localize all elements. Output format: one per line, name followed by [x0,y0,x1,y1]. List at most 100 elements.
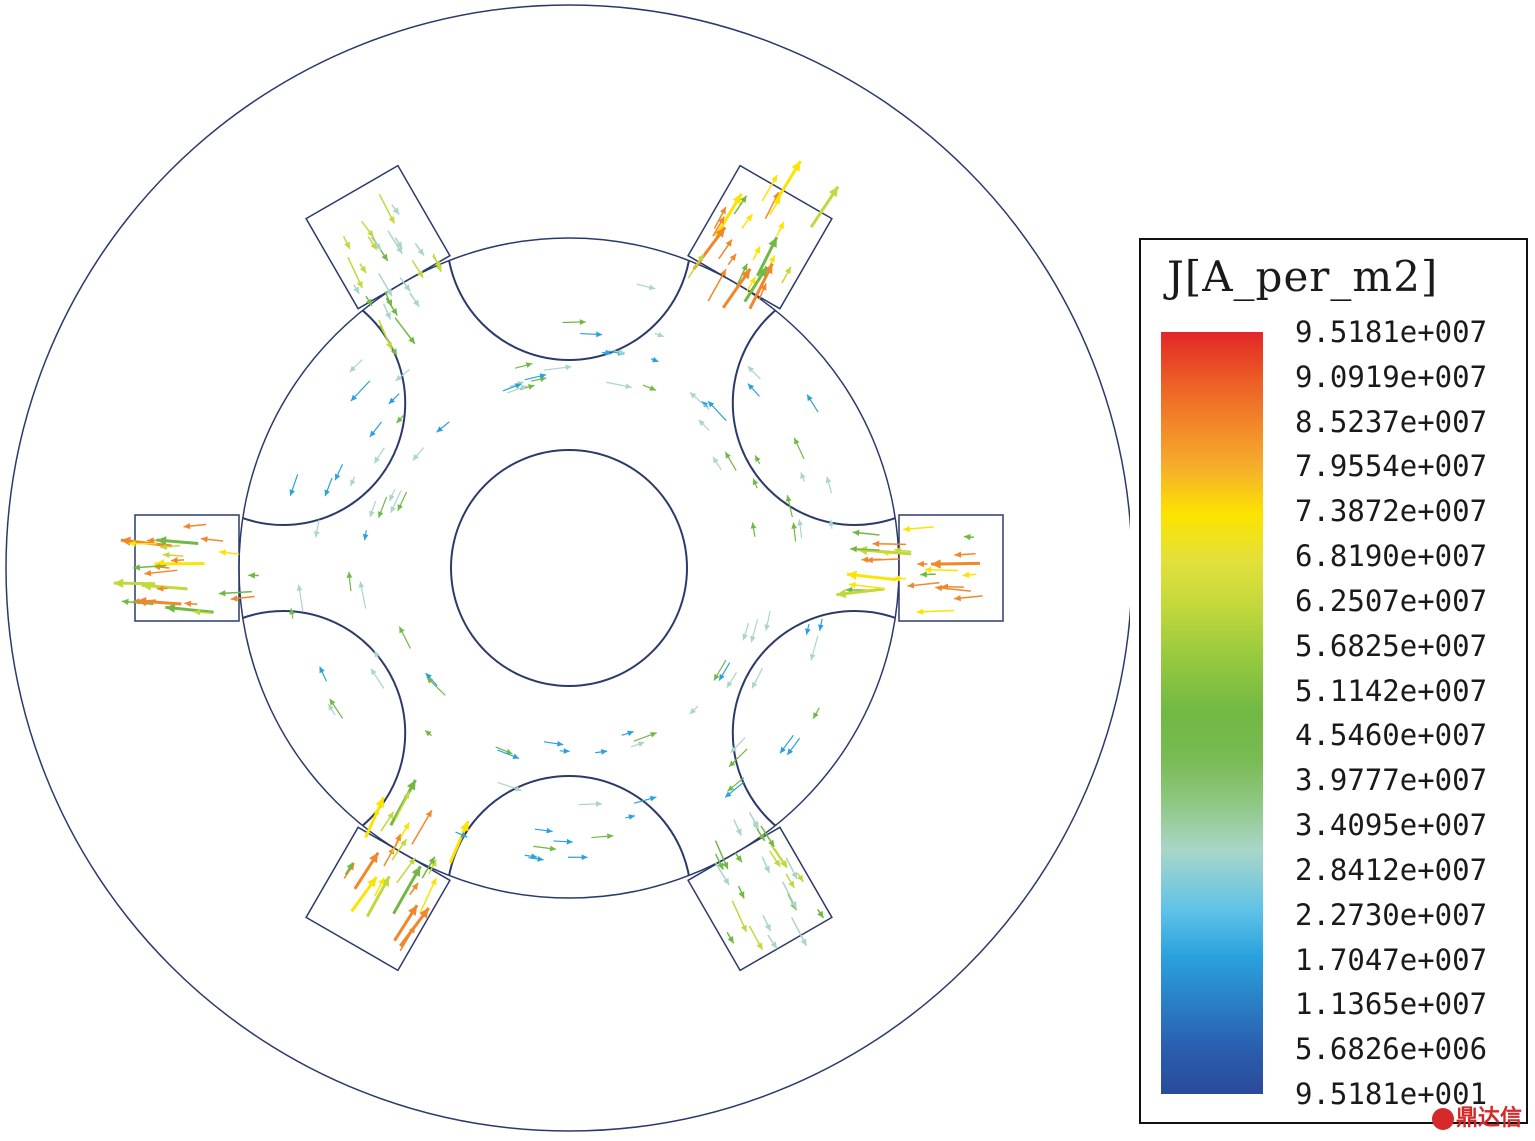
current-vector [650,356,659,363]
current-vector [762,914,772,932]
current-vector [396,857,416,884]
current-vector [528,856,544,862]
current-vector [636,283,656,291]
current-vector [448,820,470,864]
current-vector [128,540,157,547]
current-vector [761,856,771,874]
current-vector [907,582,940,589]
current-vector [727,253,737,266]
current-vector [861,556,882,563]
current-vector [398,626,412,649]
current-vector [370,236,382,251]
current-vector [184,600,198,607]
current-vector [751,667,764,689]
legend-label: 1.7047e+007 [1295,942,1488,977]
current-vector [399,277,411,292]
current-vector [373,447,385,464]
current-vector [724,451,737,471]
current-vector [384,291,393,307]
current-vector [748,263,774,310]
current-vector [917,560,928,568]
current-vector [383,303,392,320]
current-vector [796,872,805,883]
slot-outline [305,164,451,310]
current-vector [230,595,255,602]
current-vector [812,707,820,720]
current-vector [397,491,408,511]
current-vector [165,603,214,614]
current-vector [289,474,299,497]
current-vector [170,557,185,564]
current-vector [752,478,759,489]
current-vector [365,807,380,836]
current-vector [553,838,573,845]
current-vector [776,221,785,237]
current-vector [713,206,727,230]
current-vector [809,185,840,229]
legend-label: 5.6825e+007 [1295,628,1488,663]
current-vector [367,236,378,251]
current-vector [872,540,907,548]
current-vector [689,391,710,411]
current-vector [369,421,383,438]
current-vector [726,931,735,944]
legend-label: 9.5181e+007 [1295,315,1488,349]
current-vector [218,590,252,597]
color-legend: J[A_per_m2] 9.5181e+007 9.0919e+007 8.5237… [1139,238,1528,1124]
current-vector [200,536,224,543]
current-vector [825,476,833,494]
current-vector [344,862,354,875]
current-vector [162,551,184,559]
watermark: 鼎达信 [1432,1100,1522,1132]
current-vector [850,545,880,553]
current-vector [954,594,983,602]
current-vector [515,362,533,369]
current-vector [707,400,727,421]
current-vector [193,609,212,616]
current-vector [800,472,806,482]
current-vector [852,529,880,537]
current-vector [426,677,446,696]
current-vector [746,276,757,293]
current-vector [394,791,410,821]
watermark-logo-icon [1432,1108,1454,1130]
current-vector [748,925,764,951]
current-vector [747,383,760,397]
current-vector [424,729,432,737]
current-vector [350,380,371,402]
current-vector [770,844,787,868]
current-vector [391,204,400,215]
current-vector [712,456,722,471]
current-vector [395,369,410,382]
current-vector [361,220,375,238]
legend-label: 9.5181e+001 [1295,1077,1488,1111]
current-vector [718,239,733,260]
slot-outline [898,514,1004,622]
slot-group [134,164,1004,972]
current-vector [377,496,388,518]
current-vector [828,519,835,529]
current-vector [219,549,240,556]
current-vector [809,635,819,661]
current-vector [712,216,725,237]
current-vector [507,385,528,394]
legend-label: 1.1365e+007 [1295,987,1488,1022]
rotor-scallop-arc [446,775,692,898]
current-vector [455,831,468,838]
current-vector [846,570,897,582]
current-vector [580,331,603,338]
current-vector [756,236,779,277]
current-vector [630,741,645,748]
current-vector [183,522,207,530]
current-vector [578,801,603,807]
current-vector [734,852,743,863]
current-vector [544,364,572,371]
current-vector [736,263,748,287]
current-vector [785,495,793,518]
current-vector [848,581,886,590]
current-vector [359,263,367,274]
legend-label: 8.5237e+007 [1295,404,1488,439]
current-vector [559,748,570,754]
legend-label: 5.6826e+006 [1295,1032,1488,1067]
current-vector [779,734,794,754]
